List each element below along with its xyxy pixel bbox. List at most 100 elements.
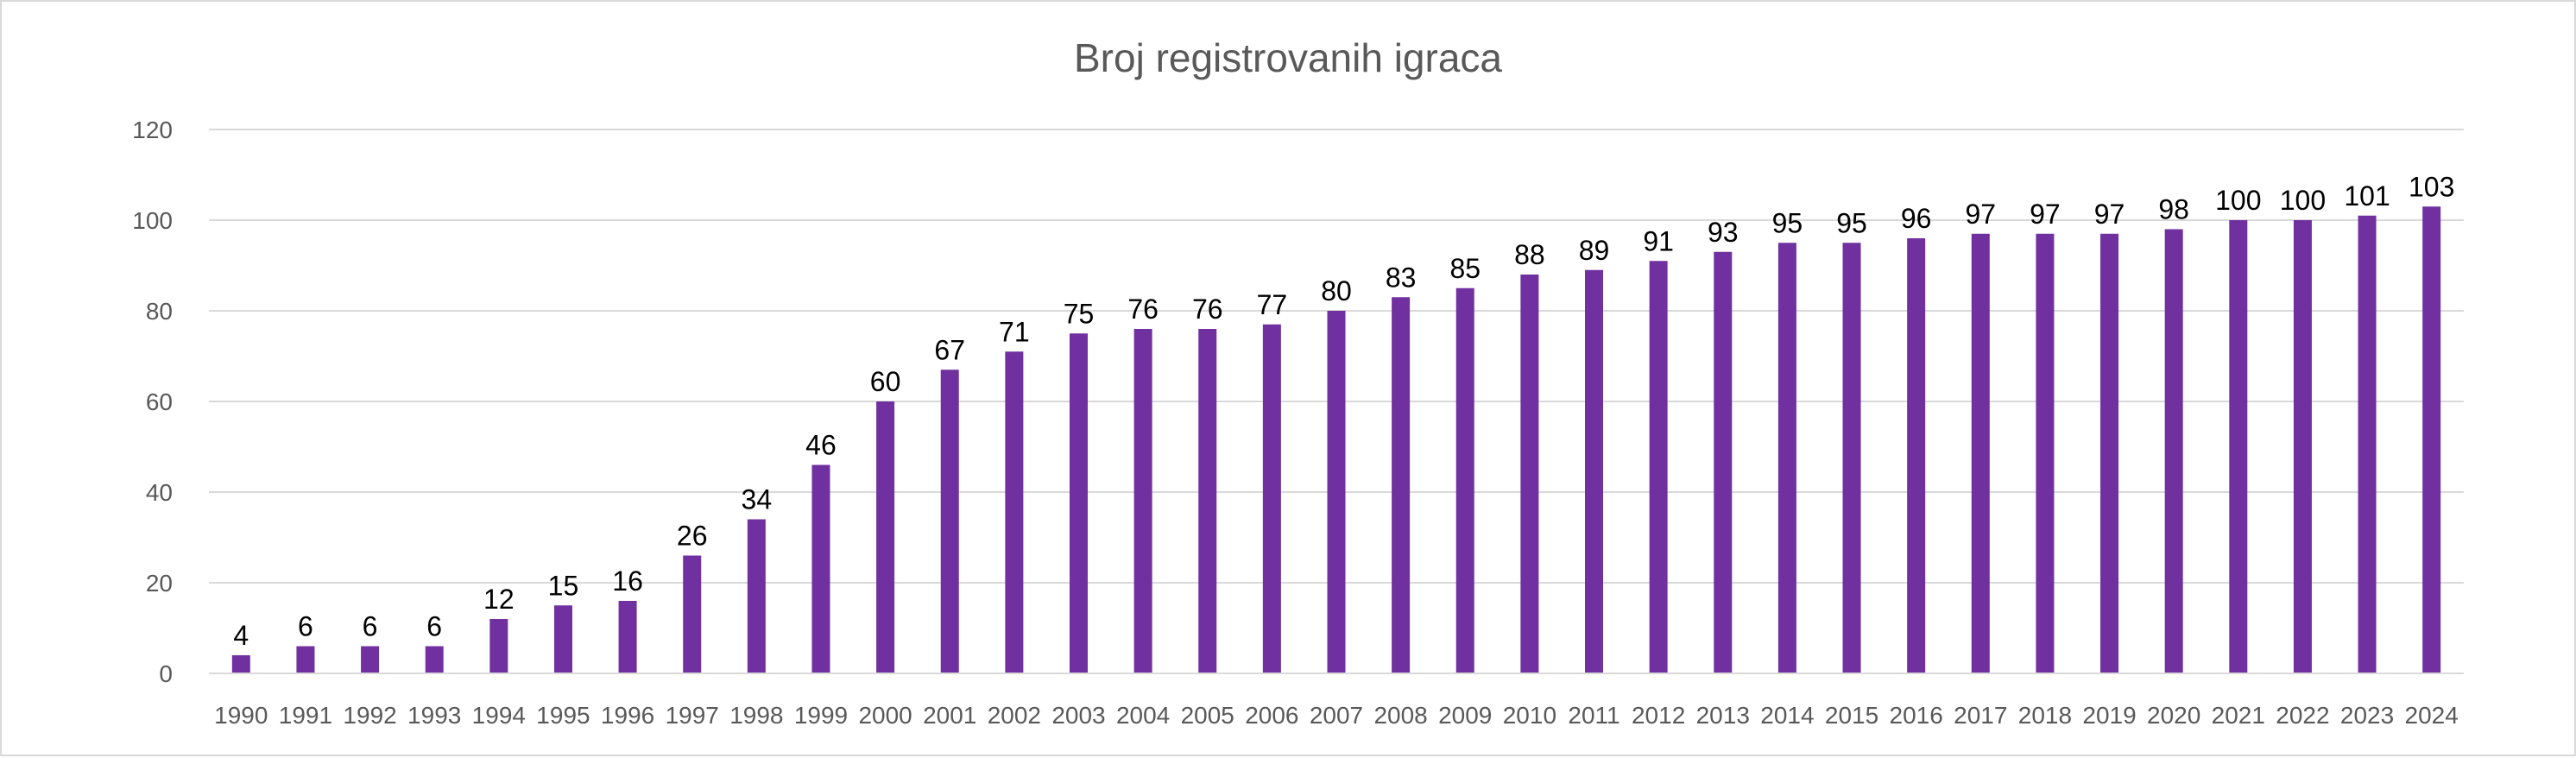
bar-2003 <box>1069 333 1088 673</box>
chart-title: Broj registrovanih igraca <box>1073 35 1502 80</box>
data-label-2009: 85 <box>1449 253 1481 284</box>
bar-2002 <box>1005 351 1024 673</box>
data-label-2019: 97 <box>2094 199 2125 230</box>
x-tick-label-2024: 2024 <box>2405 702 2459 729</box>
y-tick-label: 80 <box>146 298 173 325</box>
x-tick-label-1990: 1990 <box>214 702 268 729</box>
bar-1999 <box>811 464 830 673</box>
x-tick-label-2023: 2023 <box>2340 702 2394 729</box>
data-label-2001: 67 <box>934 334 965 365</box>
bar-2001 <box>940 370 959 673</box>
data-label-2018: 97 <box>2030 199 2061 230</box>
x-tick-label-2017: 2017 <box>1954 702 2007 729</box>
bar-2013 <box>1714 251 1733 673</box>
data-label-2015: 95 <box>1836 207 1867 238</box>
data-label-2022: 100 <box>2280 185 2326 216</box>
bar-2006 <box>1262 324 1281 673</box>
data-label-1999: 46 <box>805 430 837 461</box>
x-tick-label-2013: 2013 <box>1696 702 1750 729</box>
bar-2011 <box>1585 269 1604 673</box>
x-tick-label-2010: 2010 <box>1503 702 1556 729</box>
y-tick-label: 100 <box>132 207 173 234</box>
data-label-2017: 97 <box>1965 199 1996 230</box>
data-label-2010: 88 <box>1514 239 1545 270</box>
x-tick-label-2020: 2020 <box>2147 702 2200 729</box>
x-tick-label-2019: 2019 <box>2082 702 2136 729</box>
bar-1993 <box>425 646 444 673</box>
data-label-2002: 71 <box>999 316 1030 347</box>
data-label-2008: 83 <box>1386 262 1417 293</box>
x-tick-label-2008: 2008 <box>1373 702 1427 729</box>
bar-2019 <box>2100 233 2119 673</box>
bar-1998 <box>747 519 766 673</box>
bars <box>231 206 2441 673</box>
data-label-1998: 34 <box>742 484 773 515</box>
x-tick-label-2018: 2018 <box>2018 702 2072 729</box>
bar-2014 <box>1777 243 1796 673</box>
data-label-2013: 93 <box>1708 217 1739 248</box>
bar-1992 <box>361 646 380 673</box>
x-tick-label-1996: 1996 <box>601 702 654 729</box>
data-label-2011: 89 <box>1579 235 1610 266</box>
bar-2020 <box>2164 229 2183 673</box>
data-label-2023: 101 <box>2344 180 2390 212</box>
bar-1997 <box>683 555 702 673</box>
data-label-1994: 12 <box>483 584 515 615</box>
x-tick-label-2001: 2001 <box>923 702 976 729</box>
data-label-2014: 95 <box>1772 207 1803 238</box>
x-tick-label-2016: 2016 <box>1890 702 1943 729</box>
x-tick-label-1994: 1994 <box>472 702 526 729</box>
x-tick-label-2021: 2021 <box>2212 702 2265 729</box>
data-label-2003: 75 <box>1064 298 1095 329</box>
x-tick-label-2015: 2015 <box>1825 702 1878 729</box>
x-tick-label-2009: 2009 <box>1438 702 1492 729</box>
bar-1990 <box>231 655 250 673</box>
y-tick-label: 20 <box>146 570 173 597</box>
bar-2017 <box>1971 233 1990 673</box>
y-tick-label: 0 <box>159 660 173 687</box>
x-tick-label-1995: 1995 <box>536 702 590 729</box>
data-label-2000: 60 <box>870 366 901 397</box>
data-label-2021: 100 <box>2215 185 2261 216</box>
bar-2005 <box>1198 329 1217 673</box>
x-tick-label-1997: 1997 <box>666 702 719 729</box>
bar-2016 <box>1907 238 1926 673</box>
bar-2024 <box>2422 206 2441 673</box>
bar-2022 <box>2293 220 2312 673</box>
bar-1991 <box>296 646 315 673</box>
bar-1995 <box>553 605 572 673</box>
x-tick-label-2022: 2022 <box>2276 702 2329 729</box>
bar-1996 <box>618 601 637 673</box>
bar-2018 <box>2036 233 2055 673</box>
x-tick-label-2004: 2004 <box>1116 702 1170 729</box>
x-tick-label-1999: 1999 <box>794 702 848 729</box>
y-tick-label: 120 <box>132 117 173 143</box>
data-label-1991: 6 <box>298 611 313 642</box>
bar-2007 <box>1327 311 1346 673</box>
bar-2021 <box>2229 220 2248 673</box>
data-label-1995: 15 <box>548 570 579 601</box>
x-tick-label-2002: 2002 <box>988 702 1041 729</box>
x-tick-label-1998: 1998 <box>729 702 783 729</box>
data-label-1997: 26 <box>677 521 708 552</box>
y-axis: 0 20 40 60 80 100 120 <box>132 117 173 687</box>
x-tick-label-1993: 1993 <box>407 702 461 729</box>
x-tick-label-1991: 1991 <box>279 702 332 729</box>
x-tick-label-2007: 2007 <box>1310 702 1363 729</box>
bar-2000 <box>876 401 895 673</box>
data-label-1992: 6 <box>363 611 378 642</box>
x-tick-label-1992: 1992 <box>343 702 396 729</box>
data-label-2007: 80 <box>1321 275 1352 306</box>
y-tick-label: 40 <box>146 479 173 506</box>
x-tick-label-2011: 2011 <box>1568 702 1619 729</box>
x-tick-label-2003: 2003 <box>1051 702 1105 729</box>
x-tick-label-2006: 2006 <box>1245 702 1298 729</box>
data-label-2024: 103 <box>2409 171 2454 202</box>
bar-1994 <box>489 619 508 673</box>
data-label-2016: 96 <box>1901 203 1932 234</box>
data-label-2006: 77 <box>1257 289 1288 320</box>
bar-2015 <box>1842 243 1861 673</box>
